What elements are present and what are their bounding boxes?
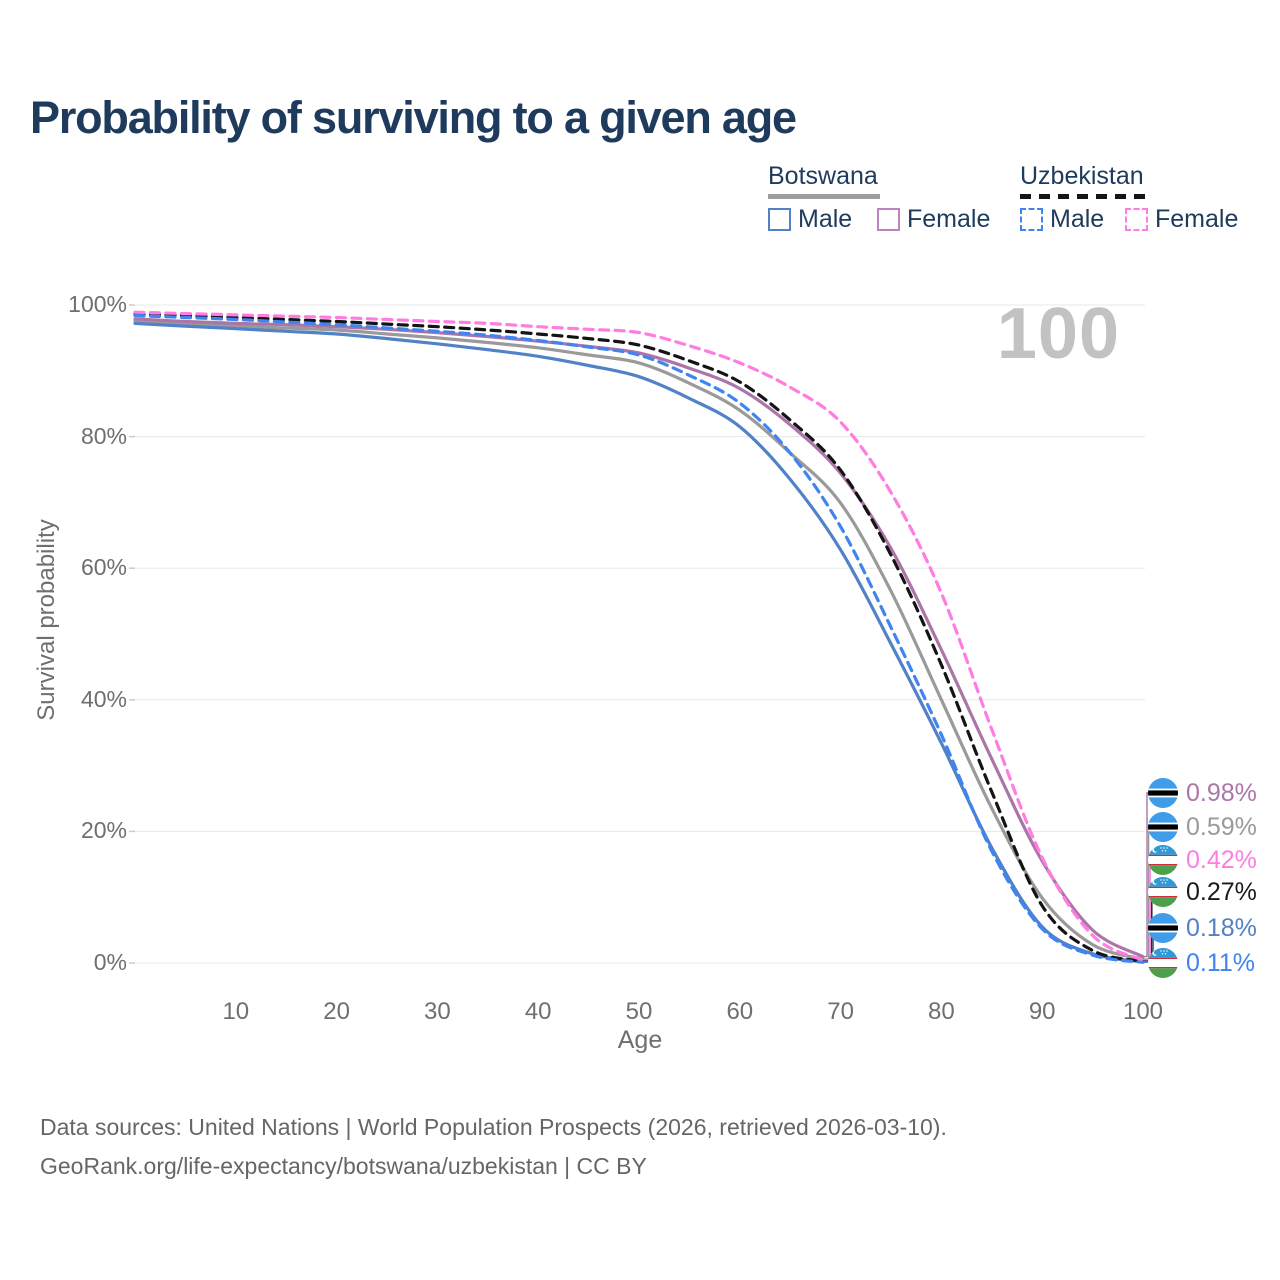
x-tick-label-80: 80	[928, 998, 955, 1025]
botswana-flag-icon	[1148, 812, 1178, 842]
uzbekistan-flag-icon	[1148, 948, 1178, 978]
age-counter-watermark: 100	[996, 294, 1120, 374]
legend-item-label: Male	[1050, 205, 1105, 233]
y-tick-label-100%: 100%	[68, 291, 127, 317]
x-axis-title: Age	[617, 1026, 663, 1054]
botswana-flag-icon	[1148, 812, 1178, 842]
x-tick-label-30: 30	[424, 998, 451, 1025]
y-tick-label-20%: 20%	[80, 817, 127, 844]
end-label-value: 0.42%	[1186, 845, 1257, 874]
x-tick-label-90: 90	[1028, 998, 1056, 1025]
x-tick-label-60: 60	[726, 998, 754, 1025]
end-label-value: 0.11%	[1186, 948, 1256, 977]
x-tick-label-100: 100	[1122, 998, 1164, 1025]
botswana-male-swatch-icon	[768, 208, 791, 231]
botswana-flag-icon	[1148, 913, 1178, 943]
uzbekistan-female-swatch-icon	[1125, 208, 1148, 231]
legend-item-botswana-male[interactable]: Male	[768, 205, 852, 234]
botswana-flag-icon	[1148, 778, 1178, 808]
end-label-0.59%[interactable]: 0.59%	[1148, 812, 1257, 842]
series-line-uzbekistan-male	[133, 313, 1145, 964]
x-tick-label-20: 20	[323, 998, 350, 1025]
legend-group-botswana[interactable]: Botswana	[768, 162, 878, 190]
y-tick-label-60%: 60%	[80, 554, 127, 581]
x-tick-label-10: 10	[222, 998, 250, 1025]
series-line-botswana-male	[133, 321, 1145, 964]
end-label-0.11%[interactable]: 0.11%	[1148, 948, 1255, 978]
uzbekistan-flag-icon	[1148, 948, 1178, 978]
y-tick-label-80%: 80%	[80, 422, 127, 449]
botswana-flag-icon	[1148, 913, 1178, 943]
botswana-flag-icon	[1148, 778, 1178, 808]
legend-group-uzbekistan[interactable]: Uzbekistan	[1020, 162, 1144, 190]
end-label-leader-line	[1143, 859, 1158, 961]
uzbekistan-flag-icon	[1148, 877, 1178, 907]
end-label-0.98%[interactable]: 0.98%	[1148, 778, 1257, 808]
end-label-0.42%[interactable]: 0.42%	[1148, 845, 1257, 875]
uzbekistan-flag-icon	[1148, 845, 1178, 875]
y-tick-label-0%: 0%	[93, 949, 127, 975]
footer-source-note: Data sources: United Nations | World Pop…	[40, 1108, 947, 1186]
legend-item-botswana-female[interactable]: Female	[877, 205, 990, 234]
end-label-0.27%[interactable]: 0.27%	[1148, 877, 1257, 907]
survival-chart-plot	[129, 304, 1158, 964]
legend-item-uzbekistan-female[interactable]: Female	[1125, 205, 1238, 234]
legend-item-label: Female	[907, 205, 991, 233]
legend-item-uzbekistan-male[interactable]: Male	[1020, 205, 1104, 234]
x-tick-label-50: 50	[625, 998, 653, 1025]
x-tick-label-40: 40	[524, 998, 552, 1025]
uzbekistan-flag-icon	[1148, 877, 1178, 907]
legend-underline-uzbekistan-dashed	[1020, 194, 1148, 199]
end-label-value: 0.98%	[1186, 778, 1257, 807]
legend-underline-botswana-solid	[768, 194, 880, 199]
footer-line-datasources: Data sources: United Nations | World Pop…	[40, 1114, 947, 1140]
footer-line-url: GeoRank.org/life-expectancy/botswana/uzb…	[40, 1153, 647, 1179]
series-line-uzbekistan-female	[133, 310, 1145, 962]
legend-item-label: Female	[1155, 205, 1239, 233]
series-line-botswana-both-sexes	[133, 319, 1145, 961]
end-label-value: 0.18%	[1186, 913, 1257, 942]
page-title: Probability of surviving to a given age	[30, 92, 797, 143]
x-tick-label-70: 70	[827, 998, 854, 1025]
end-label-0.18%[interactable]: 0.18%	[1148, 913, 1257, 943]
series-line-uzbekistan-both-sexes	[133, 312, 1145, 963]
end-label-value: 0.27%	[1186, 877, 1257, 906]
uzbekistan-male-swatch-icon	[1020, 208, 1043, 231]
uzbekistan-flag-icon	[1148, 845, 1178, 875]
legend-item-label: Male	[798, 205, 853, 233]
end-label-value: 0.59%	[1186, 812, 1257, 841]
y-tick-label-40%: 40%	[80, 685, 127, 712]
series-line-botswana-female	[133, 317, 1145, 959]
botswana-female-swatch-icon	[877, 208, 900, 231]
